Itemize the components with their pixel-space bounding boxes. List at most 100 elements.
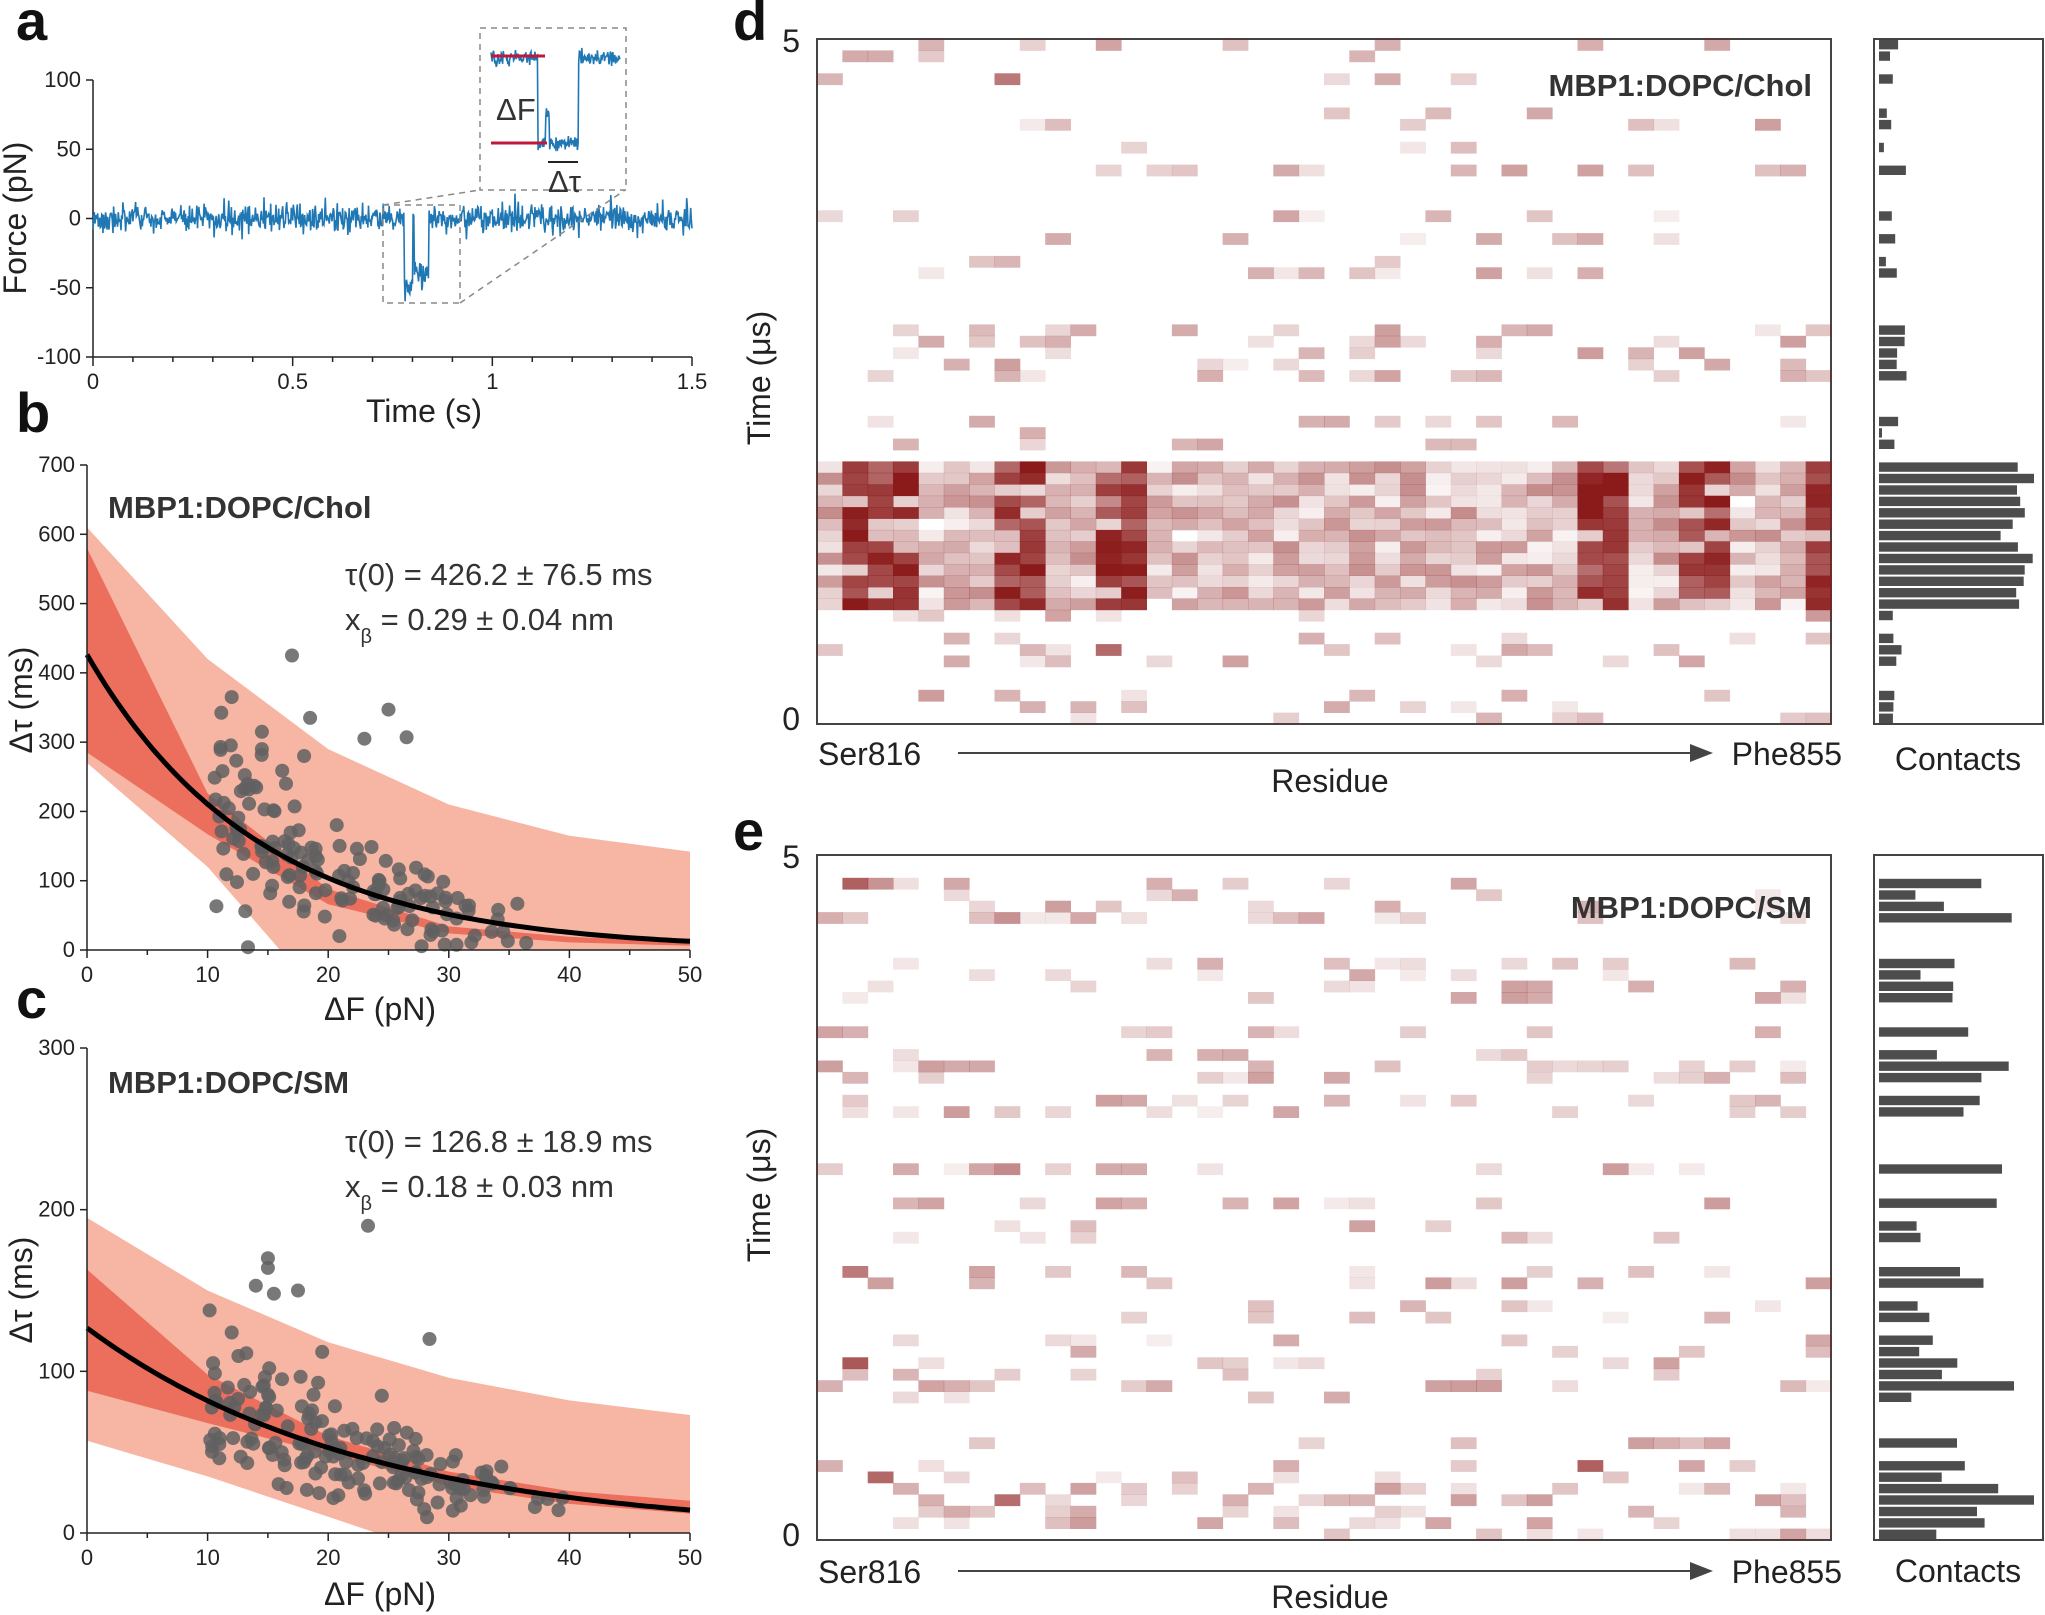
e-heatmap-cell: [1501, 957, 1528, 970]
d-heatmap-cell: [1070, 495, 1097, 508]
e-heatmap-cell: [1222, 1197, 1249, 1210]
d-heatmap-cell: [1805, 552, 1832, 565]
d-heatmap-cell: [867, 518, 894, 531]
e-heatmap-cell: [1146, 889, 1173, 902]
d-heatmap-cell: [1678, 472, 1705, 485]
d-heatmap-cell: [1273, 324, 1300, 337]
d-heatmap-cell: [1678, 461, 1705, 474]
d-heatmap-cell: [969, 507, 995, 519]
e-heatmap-cell: [1780, 1071, 1807, 1084]
d-heatmap-cell: [1197, 552, 1224, 565]
d-heatmap-cell: [1095, 461, 1122, 474]
panel-letter-e: e: [733, 799, 764, 862]
e-heatmap-cell: [1197, 1357, 1224, 1370]
d-heatmap-cell: [1602, 529, 1629, 542]
d-heatmap-cell: [1476, 370, 1502, 382]
e-heatmap-cell: [1526, 1026, 1553, 1039]
d-heatmap-cell: [1678, 518, 1705, 531]
e-heatmap-cell: [1653, 1071, 1680, 1084]
d-heatmap-cell: [1121, 575, 1147, 588]
d-heatmap-cell: [1197, 358, 1224, 371]
e-contact-bar: [1879, 1335, 1933, 1345]
b-data-point: [267, 804, 282, 819]
d-heatmap-cell: [1805, 324, 1832, 337]
e-contact-bar: [1879, 901, 1944, 912]
e-heatmap-cell: [969, 1266, 995, 1278]
d-heatmap-cell: [1780, 472, 1807, 485]
d-heatmap-cell: [943, 529, 970, 542]
d-heatmap-cell: [1780, 712, 1807, 725]
e-heatmap-cell: [1070, 1231, 1097, 1244]
d-heatmap-cell: [1248, 552, 1274, 565]
e-heatmap-cell: [1273, 1505, 1300, 1518]
e-heatmap-cell: [1298, 1357, 1325, 1370]
d-heatmap-cell: [1146, 164, 1173, 177]
d-heatmap-cell: [1425, 518, 1452, 531]
d-heatmap-cell: [1324, 415, 1350, 428]
d-heatmap-cell: [1045, 507, 1071, 519]
d-heatmap-cell: [1501, 644, 1528, 656]
c-data-point: [422, 1332, 437, 1346]
d-heatmap-cell: [994, 564, 1021, 576]
d-heatmap-cell: [1577, 575, 1604, 588]
d-heatmap-cell: [1552, 518, 1578, 531]
d-heatmap-cell: [1450, 495, 1477, 508]
e-heatmap-cell: [1780, 1528, 1807, 1541]
d-heatmap-cell: [1095, 495, 1122, 508]
e-heatmap-cell: [1121, 1026, 1147, 1039]
e-heatmap-cell: [918, 1380, 945, 1392]
a-zoom-connector-left: [382, 189, 481, 206]
d-heatmap-cell: [943, 358, 970, 371]
d-heatmap-cell: [1248, 461, 1274, 474]
a-x-tick-label: 1.5: [677, 369, 708, 394]
d-heatmap-cell: [1349, 689, 1376, 702]
d-heatmap-cell: [817, 644, 843, 656]
d-heatmap-cell: [1298, 484, 1325, 497]
d-heatmap-cell: [1704, 39, 1731, 51]
d-heatmap-cell: [994, 575, 1021, 588]
d-heatmap-cell: [1019, 518, 1046, 531]
d-heatmap-cell: [1704, 689, 1731, 702]
c-data-point: [300, 1448, 315, 1463]
d-heatmap-cell: [842, 598, 869, 611]
e-contact-bar: [1879, 1529, 1937, 1539]
e-contact-bar: [1879, 1221, 1917, 1231]
c-tau-annotation: τ(0) = 126.8 ± 18.9 ms: [345, 1124, 653, 1159]
e-contact-bar: [1879, 970, 1921, 980]
d-heatmap-cell: [1526, 484, 1553, 497]
e-heatmap-cell: [969, 1437, 995, 1450]
d-heatmap-cell: [1628, 507, 1654, 519]
d-heatmap-cell: [1349, 507, 1376, 519]
d-heatmap-cell: [1273, 358, 1300, 371]
d-heatmap-cell: [1095, 587, 1122, 599]
d-heatmap-cell: [1045, 644, 1071, 656]
d-heatmap-cell: [817, 73, 843, 86]
e-heatmap-cell: [817, 1026, 843, 1039]
d-heatmap-cell: [1324, 73, 1350, 86]
b-data-point: [236, 846, 251, 861]
c-data-point: [328, 1467, 343, 1482]
e-heatmap-cell: [1324, 877, 1350, 890]
d-heatmap-cell: [969, 495, 995, 508]
d-heatmap-cell: [1476, 575, 1502, 588]
e-heatmap-cell: [1222, 1368, 1249, 1381]
e-heatmap-cell: [817, 1460, 843, 1472]
e-heatmap-cell: [1678, 1482, 1705, 1495]
e-heatmap-cell: [1248, 1060, 1274, 1073]
e-heatmap-cell: [1450, 877, 1477, 890]
d-heatmap-cell: [1400, 587, 1426, 599]
d-heatmap-cell: [1400, 552, 1426, 565]
panel-a-force-trace: -100 -50 0 50 100 0 0.5 1 1.5 ΔF Δτ Time (s) For…: [0, 27, 708, 429]
e-heatmap-cell: [1045, 1505, 1071, 1518]
e-heatmap-cell: [1678, 1163, 1705, 1176]
c-data-point: [448, 1448, 463, 1463]
e-heatmap-cell: [1729, 1060, 1756, 1073]
d-heatmap-cell: [817, 210, 843, 223]
e-heatmap-cell: [1324, 1094, 1350, 1107]
e-contact-bar: [1879, 913, 2012, 923]
d-heatmap-cell: [817, 598, 843, 611]
d-heatmap-cell: [1450, 644, 1477, 656]
d-heatmap-cell: [1577, 484, 1604, 497]
d-heatmap-cell: [1171, 518, 1198, 531]
d-heatmap-cell: [1552, 598, 1578, 611]
